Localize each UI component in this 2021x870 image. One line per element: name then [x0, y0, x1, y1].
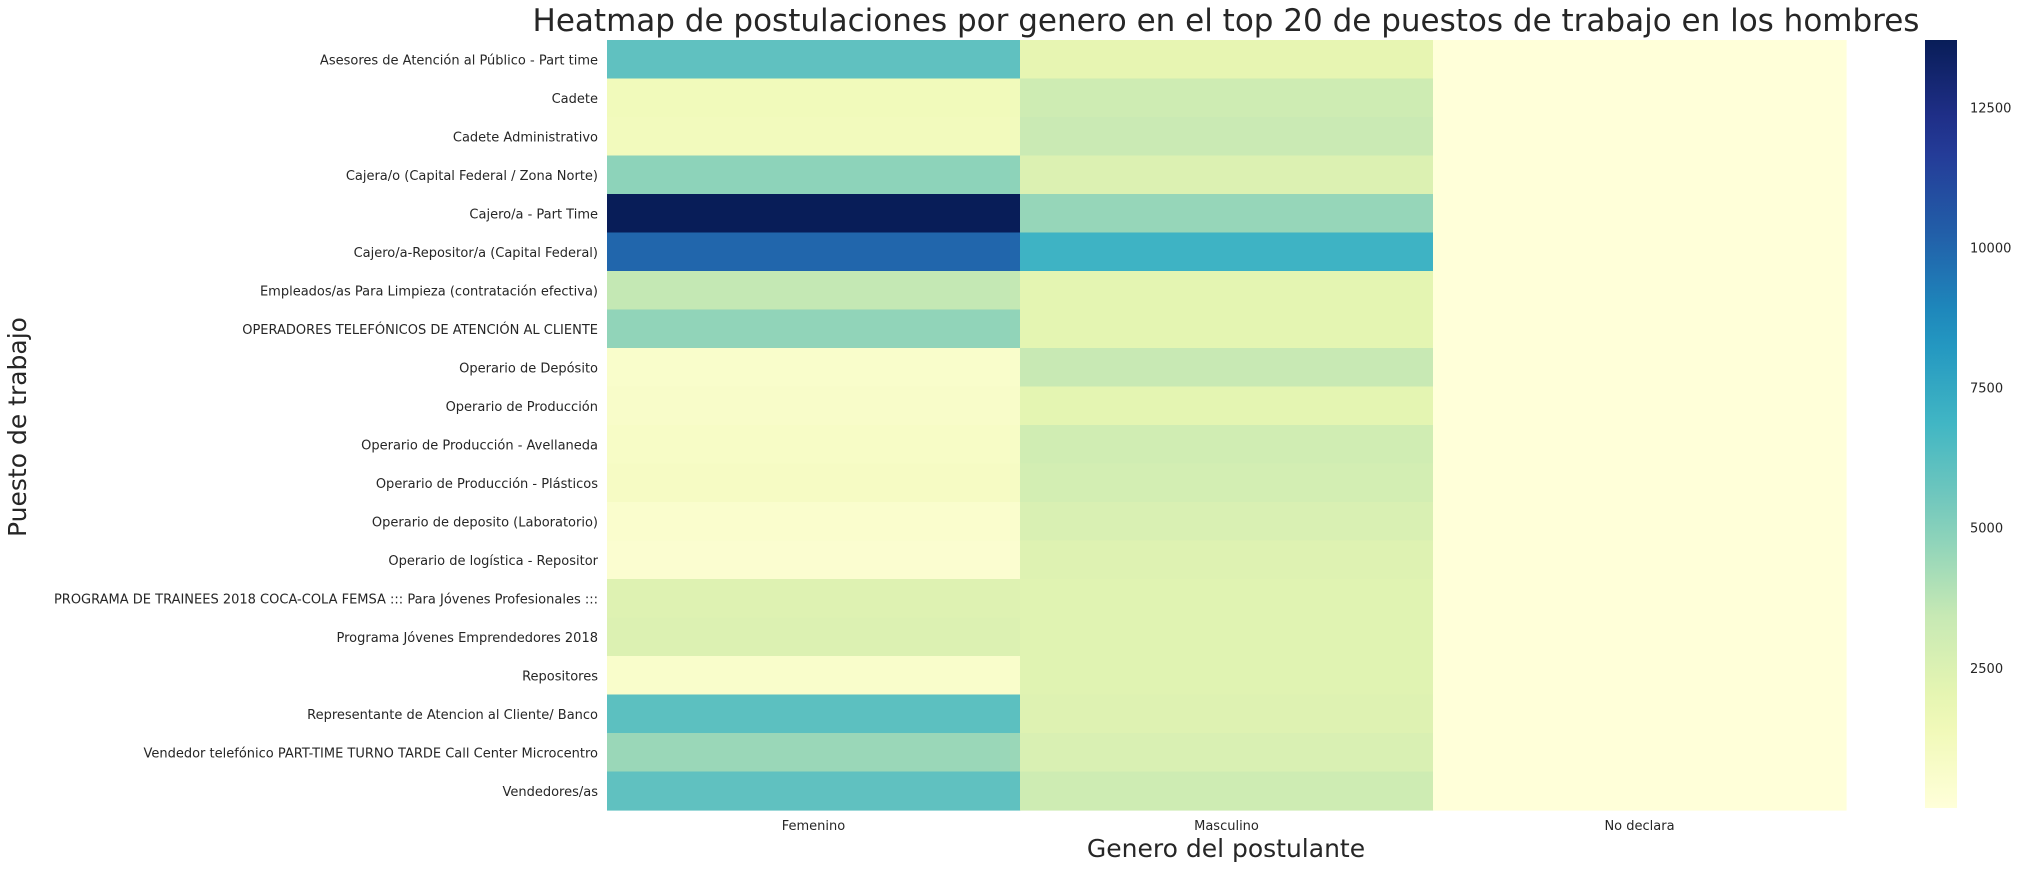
chart-title: Heatmap de postulaciones por genero en e…: [533, 3, 1920, 39]
heatmap-cell: [607, 540, 1021, 580]
column-tick-label: Masculino: [1194, 819, 1259, 834]
colorbar-tick-label: 2500: [1970, 662, 2003, 677]
heatmap-cell: [1020, 194, 1434, 234]
heatmap-cell: [607, 694, 1021, 734]
heatmap-cell: [1433, 425, 1847, 465]
row-tick-labels: Asesores de Atención al Público - Part t…: [54, 53, 599, 800]
heatmap-cell: [1433, 78, 1847, 118]
row-tick-label: Operario de Producción - Plásticos: [376, 477, 598, 492]
heatmap-cell: [1433, 656, 1847, 696]
heatmap-cell: [1433, 771, 1847, 811]
heatmap-cell: [1433, 271, 1847, 311]
row-tick-label: Programa Jóvenes Emprendedores 2018: [337, 631, 599, 646]
heatmap-cell: [1020, 771, 1434, 811]
heatmap-cell: [1020, 733, 1434, 773]
row-tick-label: Operario de Producción: [446, 400, 598, 415]
row-tick-label: Vendedores/as: [502, 785, 598, 800]
row-tick-label: Repositores: [522, 669, 598, 684]
heatmap-cell: [607, 40, 1021, 80]
heatmap-cell: [1020, 348, 1434, 388]
heatmap-cell: [1433, 309, 1847, 349]
row-tick-label: Cadete: [552, 92, 598, 107]
heatmap-cell: [1020, 155, 1434, 195]
heatmap-cell: [1433, 194, 1847, 234]
heatmap-cell: [1020, 40, 1434, 80]
heatmap-cell: [607, 194, 1021, 234]
row-tick-label: Cajera/o (Capital Federal / Zona Norte): [346, 169, 598, 184]
column-tick-labels: Femenino Masculino No declara: [782, 819, 1675, 834]
heatmap-cell: [1020, 656, 1434, 696]
heatmap-cell: [607, 117, 1021, 157]
heatmap-cell: [1433, 232, 1847, 272]
heatmap-cell: [607, 271, 1021, 311]
heatmap-cell: [1433, 579, 1847, 619]
row-tick-label: Empleados/as Para Limpieza (contratación…: [260, 284, 598, 299]
heatmap-cell: [607, 155, 1021, 195]
row-tick-label: Operario de Producción - Avellaneda: [361, 438, 598, 453]
heatmap-cell: [1433, 502, 1847, 542]
heatmap-cell: [1020, 463, 1434, 503]
heatmap-cell: [607, 733, 1021, 773]
heatmap-cell: [1433, 463, 1847, 503]
heatmap-cell: [1433, 155, 1847, 195]
heatmap-cell: [607, 386, 1021, 426]
colorbar-tick-label: 10000: [1970, 241, 2011, 256]
heatmap-cell: [1433, 348, 1847, 388]
row-tick-label: Cadete Administrativo: [453, 130, 598, 145]
heatmap-cell: [1433, 117, 1847, 157]
colorbar-ticks: 2500 5000 7500 10000 12500: [1970, 101, 2011, 677]
column-tick-label: No declara: [1604, 819, 1674, 834]
heatmap-cell: [607, 463, 1021, 503]
heatmap-cell: [607, 348, 1021, 388]
row-tick-label: PROGRAMA DE TRAINEES 2018 COCA-COLA FEMS…: [54, 592, 598, 607]
heatmap-cell: [1020, 117, 1434, 157]
row-tick-label: OPERADORES TELEFÓNICOS DE ATENCIÓN AL CL…: [242, 322, 598, 338]
row-tick-label: Vendedor telefónico PART-TIME TURNO TARD…: [143, 746, 598, 761]
y-axis-label: Puesto de trabajo: [3, 317, 32, 537]
heatmap-cell: [607, 502, 1021, 542]
heatmap-cell: [607, 579, 1021, 619]
row-tick-label: Cajero/a - Part Time: [469, 207, 598, 222]
heatmap-cell: [1020, 78, 1434, 118]
heatmap-cells: [607, 40, 1847, 811]
heatmap-cell: [1433, 617, 1847, 657]
heatmap-cell: [1020, 386, 1434, 426]
heatmap-cell: [1433, 733, 1847, 773]
heatmap-cell: [1433, 540, 1847, 580]
heatmap-cell: [1433, 40, 1847, 80]
heatmap-cell: [607, 78, 1021, 118]
heatmap-cell: [1020, 694, 1434, 734]
row-tick-label: Operario de deposito (Laboratorio): [372, 515, 598, 530]
heatmap-cell: [1020, 425, 1434, 465]
heatmap-cell: [1020, 540, 1434, 580]
row-tick-label: Cajero/a-Repositor/a (Capital Federal): [354, 246, 598, 261]
heatmap-cell: [1020, 579, 1434, 619]
heatmap-cell: [607, 656, 1021, 696]
heatmap-cell: [1020, 617, 1434, 657]
heatmap-cell: [607, 425, 1021, 465]
column-tick-label: Femenino: [782, 819, 846, 834]
x-axis-label: Genero del postulante: [1087, 834, 1365, 863]
row-tick-label: Operario de logística - Repositor: [388, 554, 598, 569]
colorbar-tick-label: 5000: [1970, 522, 2003, 537]
heatmap-cell: [1433, 694, 1847, 734]
colorbar: [1925, 40, 1957, 808]
row-tick-label: Representante de Atencion al Cliente/ Ba…: [307, 708, 598, 723]
heatmap-cell: [607, 771, 1021, 811]
heatmap-cell: [1433, 386, 1847, 426]
heatmap-cell: [1020, 232, 1434, 272]
heatmap-cell: [607, 617, 1021, 657]
heatmap-cell: [607, 232, 1021, 272]
row-tick-label: Asesores de Atención al Público - Part t…: [320, 53, 598, 68]
row-tick-label: Operario de Depósito: [459, 361, 598, 376]
heatmap-cell: [1020, 502, 1434, 542]
heatmap-cell: [1020, 271, 1434, 311]
heatmap-cell: [607, 309, 1021, 349]
colorbar-tick-label: 12500: [1970, 101, 2011, 116]
heatmap-cell: [1020, 309, 1434, 349]
colorbar-tick-label: 7500: [1970, 382, 2003, 397]
